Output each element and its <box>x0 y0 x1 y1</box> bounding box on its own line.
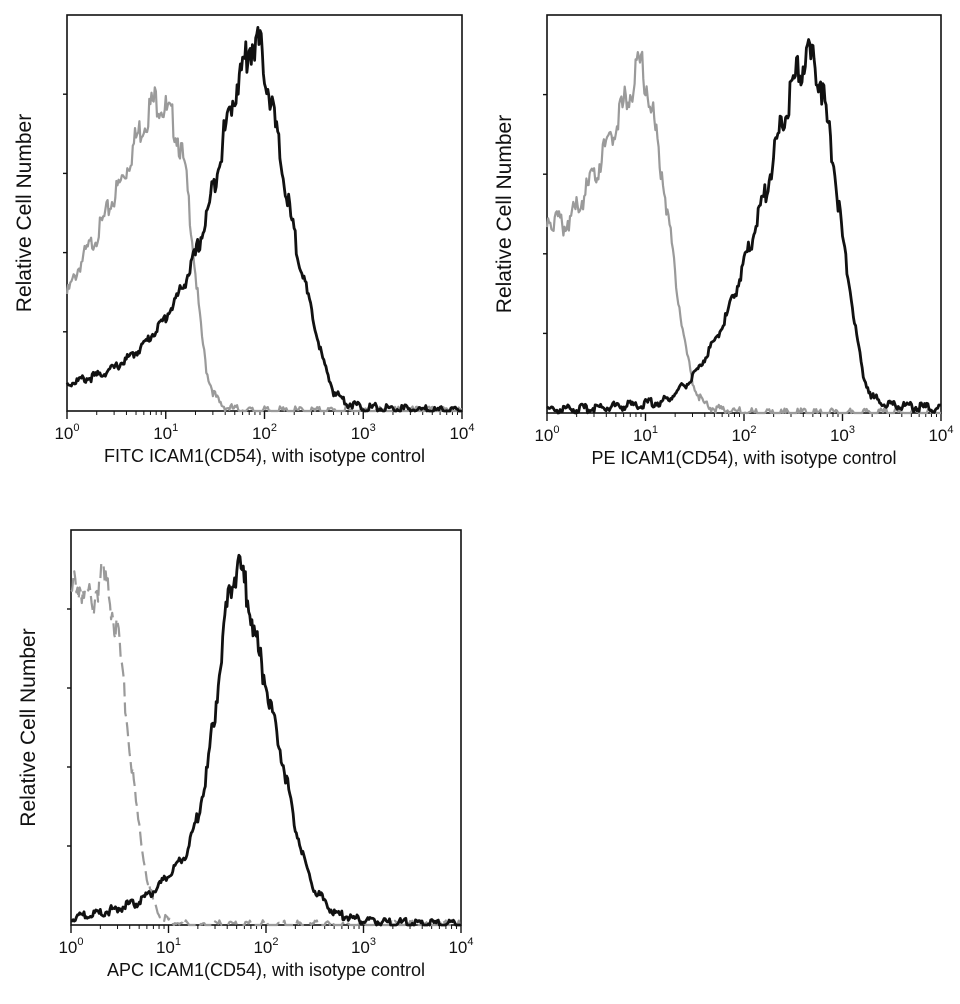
fitc-x-tick-label: 102 <box>252 422 277 443</box>
pe-series-isotype-control <box>545 50 941 415</box>
fitc-x-tick-label: 100 <box>54 422 79 443</box>
fitc-y-axis-label: Relative Cell Number <box>13 114 36 312</box>
pe-x-axis-label: PE ICAM1(CD54), with isotype control <box>591 448 896 468</box>
apc-histogram-panel: 100 101 102 103 104 APC ICAM1(CD54), with iso… <box>17 529 474 980</box>
pe-x-tick-label: 103 <box>830 424 855 445</box>
apc-x-tick-label: 102 <box>253 936 278 957</box>
apc-x-tick-label: 100 <box>58 936 83 957</box>
pe-series-icam1 <box>546 38 942 415</box>
apc-series-isotype-control <box>70 561 463 927</box>
fitc-series-isotype-control <box>65 86 462 413</box>
fitc-x-tick-label: 103 <box>351 422 376 443</box>
apc-plot-frame <box>70 529 462 926</box>
apc-x-tick-label: 104 <box>448 936 473 957</box>
pe-y-axis-label: Relative Cell Number <box>493 115 516 313</box>
pe-histogram-panel: 100 101 102 103 104 PE ICAM1(CD54), with isot… <box>493 14 954 468</box>
fitc-histogram-panel: 100 101 102 103 104 FITC ICAM1(CD54), with is… <box>13 14 475 466</box>
apc-x-axis-label: APC ICAM1(CD54), with isotype control <box>107 960 425 980</box>
fitc-x-tick-label: 101 <box>153 422 178 443</box>
apc-series-icam1 <box>70 553 462 927</box>
apc-x-tick-label: 101 <box>156 936 181 957</box>
pe-x-tick-label: 102 <box>731 424 756 445</box>
pe-x-tick-label: 101 <box>633 424 658 445</box>
fitc-x-tick-label: 104 <box>449 422 474 443</box>
pe-x-tick-label: 104 <box>928 424 953 445</box>
apc-x-tick-label: 103 <box>351 936 376 957</box>
apc-y-axis-label: Relative Cell Number <box>17 628 40 826</box>
pe-x-tick-label: 100 <box>534 424 559 445</box>
fitc-x-axis-label: FITC ICAM1(CD54), with isotype control <box>104 446 425 466</box>
fitc-series-icam1 <box>65 26 463 413</box>
pe-plot-frame <box>546 14 942 414</box>
